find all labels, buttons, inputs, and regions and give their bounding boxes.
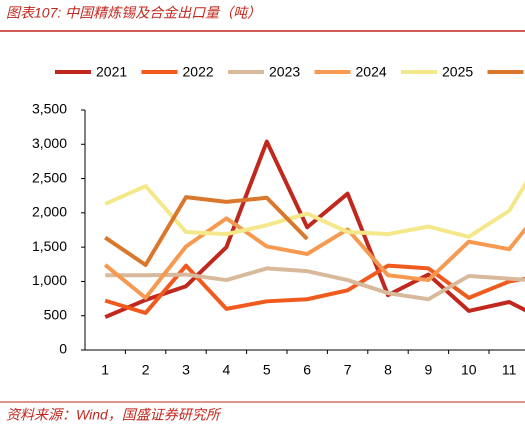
x-tick-label: 4: [223, 362, 231, 378]
x-tick-label: 1: [101, 362, 109, 378]
y-tick-label: 500: [44, 306, 68, 322]
x-tick-label: 9: [425, 362, 433, 378]
y-tick-label: 3,000: [32, 135, 67, 151]
series-line: [104, 195, 309, 267]
y-tick-label: 0: [59, 341, 67, 357]
chart-title: 图表107: 中国精炼锡及合金出口量（吨）: [6, 5, 261, 21]
y-tick-label: 1,000: [32, 272, 67, 288]
x-tick-label: 6: [303, 362, 311, 378]
x-tick-label: 8: [384, 362, 392, 378]
series-line: [104, 180, 525, 239]
series-line: [104, 139, 525, 319]
y-tick-label: 1,500: [32, 238, 67, 254]
y-tick-label: 2,000: [32, 204, 67, 220]
x-tick-label: 7: [344, 362, 352, 378]
legend-label: 2021: [96, 64, 127, 80]
x-tick-label: 5: [263, 362, 271, 378]
series-line: [103, 216, 525, 300]
legend-label: 2024: [356, 64, 387, 80]
y-tick-label: 3,500: [32, 101, 67, 117]
legend-label: 2022: [183, 64, 214, 80]
legend-label: 2023: [269, 64, 300, 80]
source: 资料来源：Wind，国盛证券研究所: [6, 407, 222, 423]
x-tick-label: 2: [142, 362, 150, 378]
series-line: [105, 266, 525, 302]
x-tick-label: 10: [461, 362, 477, 378]
x-tick-label: 3: [182, 362, 190, 378]
legend-label: 2025: [442, 64, 473, 80]
x-tick-label: 11: [502, 362, 517, 378]
y-tick-label: 2,500: [32, 169, 67, 185]
